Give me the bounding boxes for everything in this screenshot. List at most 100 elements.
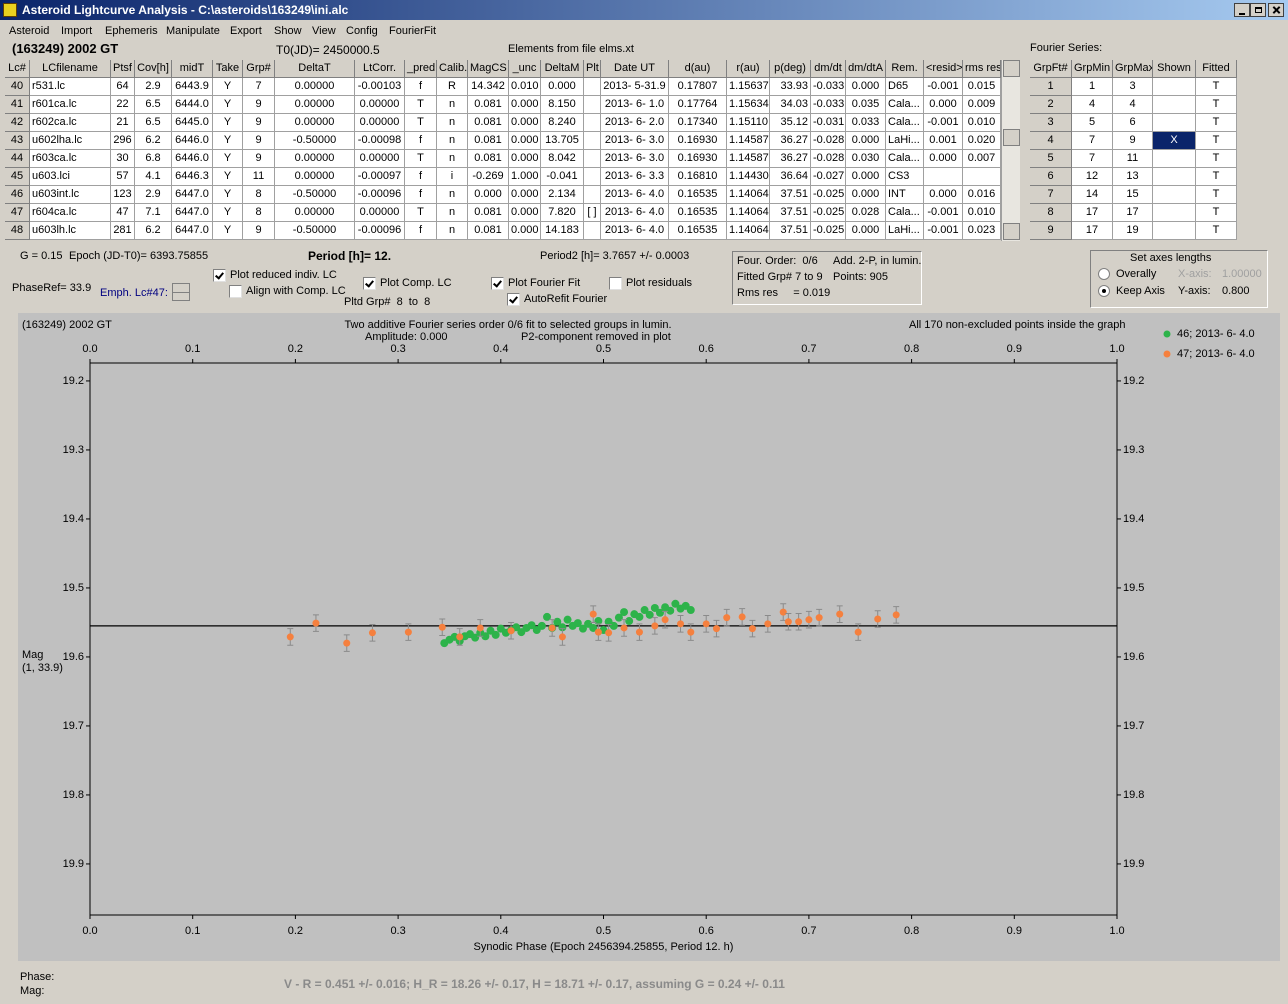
scroll-thumb[interactable]	[1003, 129, 1020, 146]
radio-label[interactable]: Keep Axis	[1116, 285, 1165, 297]
data-point	[666, 606, 675, 615]
table-cell: 2013- 6- 3.3	[601, 168, 669, 186]
row-header[interactable]: 3	[1030, 114, 1072, 132]
data-point	[368, 629, 376, 637]
checkbox[interactable]	[213, 269, 226, 282]
table-cell: 36.27	[770, 132, 811, 150]
table-cell: -0.50000	[275, 132, 355, 150]
table-cell: -0.50000	[275, 222, 355, 240]
table-cell: 17	[1113, 204, 1153, 222]
data-point	[712, 625, 720, 633]
data-point	[640, 606, 649, 615]
table-cell: u603int.lc	[30, 186, 111, 204]
row-header[interactable]: 6	[1030, 168, 1072, 186]
menu-item[interactable]: Config	[346, 25, 378, 37]
table-cell: -0.028	[811, 132, 846, 150]
row-header[interactable]: 44	[5, 150, 30, 168]
column-header: Cov[h]	[135, 60, 172, 78]
x-tick-label: 0.9	[1007, 925, 1022, 937]
table-cell: 6	[1113, 114, 1153, 132]
checkbox-label[interactable]: Plot residuals	[626, 277, 693, 289]
row-header[interactable]: 46	[5, 186, 30, 204]
checkbox[interactable]	[609, 277, 622, 290]
menu-item[interactable]: Manipulate	[166, 25, 220, 37]
check-mark	[509, 294, 518, 304]
table-cell: Y	[213, 114, 243, 132]
radio-label[interactable]: Overally	[1116, 268, 1157, 280]
table-cell: 281	[111, 222, 135, 240]
table-cell: 11	[243, 168, 275, 186]
checkbox[interactable]	[363, 277, 376, 290]
row-header[interactable]: 5	[1030, 150, 1072, 168]
table-cell	[584, 186, 601, 204]
table-cell: 0.16810	[669, 168, 727, 186]
row-header[interactable]: 41	[5, 96, 30, 114]
checkbox[interactable]	[229, 285, 242, 298]
row-header[interactable]: 7	[1030, 186, 1072, 204]
row-header[interactable]: 4	[1030, 132, 1072, 150]
table-cell	[584, 150, 601, 168]
scroll-up[interactable]	[1003, 60, 1020, 77]
minimize-button[interactable]	[1234, 3, 1250, 17]
menu-item[interactable]: Export	[230, 25, 262, 37]
row-header[interactable]: 47	[5, 204, 30, 222]
row-header[interactable]: 43	[5, 132, 30, 150]
table-cell: u603lh.lc	[30, 222, 111, 240]
checkbox-label[interactable]: Plot reduced indiv. LC	[230, 269, 337, 281]
data-point	[491, 630, 500, 639]
row-header[interactable]: 2	[1030, 96, 1072, 114]
close-button[interactable]	[1268, 3, 1284, 17]
menu-item[interactable]: Ephemeris	[105, 25, 158, 37]
table-cell: 6445.0	[172, 114, 213, 132]
table-cell	[1153, 186, 1196, 204]
plotted-groups: Pltd Grp# 8 to 8	[344, 296, 431, 308]
data-point	[651, 622, 659, 630]
phase-spinner[interactable]	[172, 283, 190, 301]
column-header: _pred.	[405, 60, 437, 78]
checkbox[interactable]	[491, 277, 504, 290]
checkbox-label[interactable]: Plot Comp. LC	[380, 277, 452, 289]
y-tick-label: 19.4	[1123, 513, 1144, 525]
checkbox-label[interactable]: Plot Fourier Fit	[508, 277, 581, 289]
table-scrollbar[interactable]	[1001, 60, 1020, 241]
radio[interactable]	[1098, 268, 1110, 280]
table-cell: -0.50000	[275, 186, 355, 204]
row-header[interactable]: 45	[5, 168, 30, 186]
column-header: Rem.	[886, 60, 924, 78]
fit-info: Rms res = 0.019	[737, 287, 831, 299]
row-header[interactable]: 1	[1030, 78, 1072, 96]
menu-item[interactable]: Show	[274, 25, 302, 37]
row-header[interactable]: 9	[1030, 222, 1072, 240]
data-point	[456, 633, 464, 641]
data-point	[702, 620, 710, 628]
phase-ref: PhaseRef= 33.9	[12, 282, 92, 294]
row-header[interactable]: 42	[5, 114, 30, 132]
row-header[interactable]: 40	[5, 78, 30, 96]
row-header[interactable]: 8	[1030, 204, 1072, 222]
data-point	[343, 639, 351, 647]
data-point	[589, 610, 597, 618]
data-point	[404, 628, 412, 636]
menu-item[interactable]: FourierFit	[389, 25, 437, 37]
x-tick-label: 1.0	[1109, 925, 1124, 937]
checkbox-label[interactable]: Align with Comp. LC	[246, 285, 346, 297]
x-tick-label: 0.8	[904, 925, 919, 937]
data-point	[805, 616, 813, 624]
table-cell: -0.025	[811, 222, 846, 240]
table-cell: T	[1196, 168, 1237, 186]
row-header[interactable]: 48	[5, 222, 30, 240]
menu-item[interactable]: Import	[61, 25, 93, 37]
column-header: <resid>	[924, 60, 963, 78]
table-cell: 1.14064	[727, 204, 770, 222]
table-cell: 6.5	[135, 96, 172, 114]
checkbox[interactable]	[507, 293, 520, 306]
table-cell: 0.00000	[355, 150, 405, 168]
menu-item[interactable]: View	[312, 25, 336, 37]
scroll-down[interactable]	[1003, 223, 1020, 240]
radio[interactable]	[1098, 285, 1110, 297]
restore-button[interactable]	[1250, 3, 1266, 17]
table-cell: -0.001	[924, 114, 963, 132]
x-tick-label: 0.4	[493, 925, 508, 937]
checkbox-label[interactable]: AutoRefit Fourier	[524, 293, 608, 305]
menu-item[interactable]: Asteroid	[9, 25, 50, 37]
